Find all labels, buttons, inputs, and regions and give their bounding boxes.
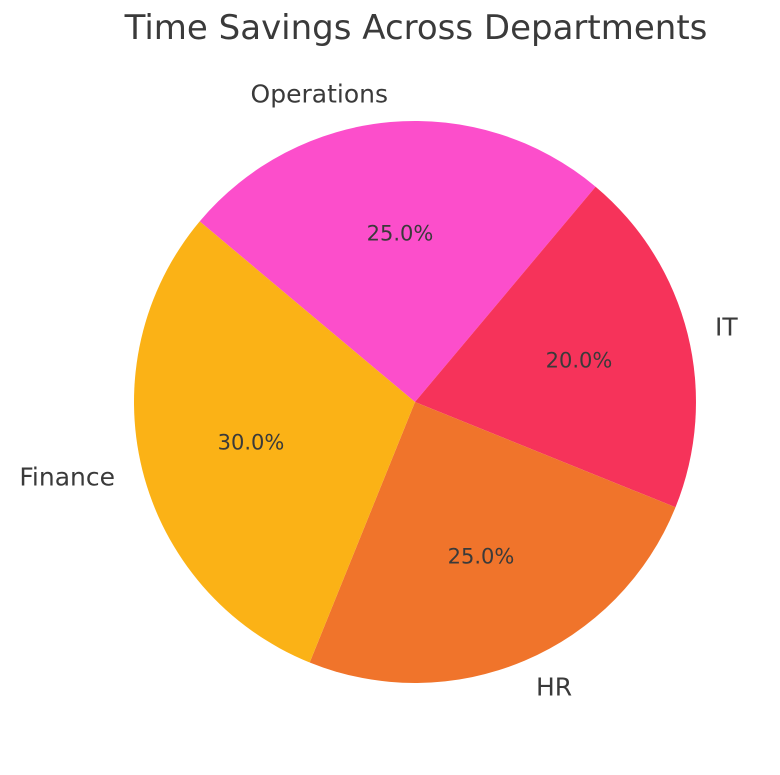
pie-slice-it [415,186,696,508]
pct-label-it: 20.0% [545,348,613,373]
pct-label-finance: 30.0% [217,430,285,455]
slice-label-operations: Operations [250,79,388,109]
slice-label-it: IT [715,312,738,342]
slice-label-finance: Finance [19,462,115,492]
pie-slice-operations [199,120,596,403]
pct-label-hr: 25.0% [447,544,515,569]
pie-slice-hr [309,402,676,683]
slice-label-hr: HR [536,672,573,702]
pie-slice-finance [133,221,415,663]
chart-title: Time Savings Across Departments [124,8,708,48]
pct-label-operations: 25.0% [366,221,434,246]
